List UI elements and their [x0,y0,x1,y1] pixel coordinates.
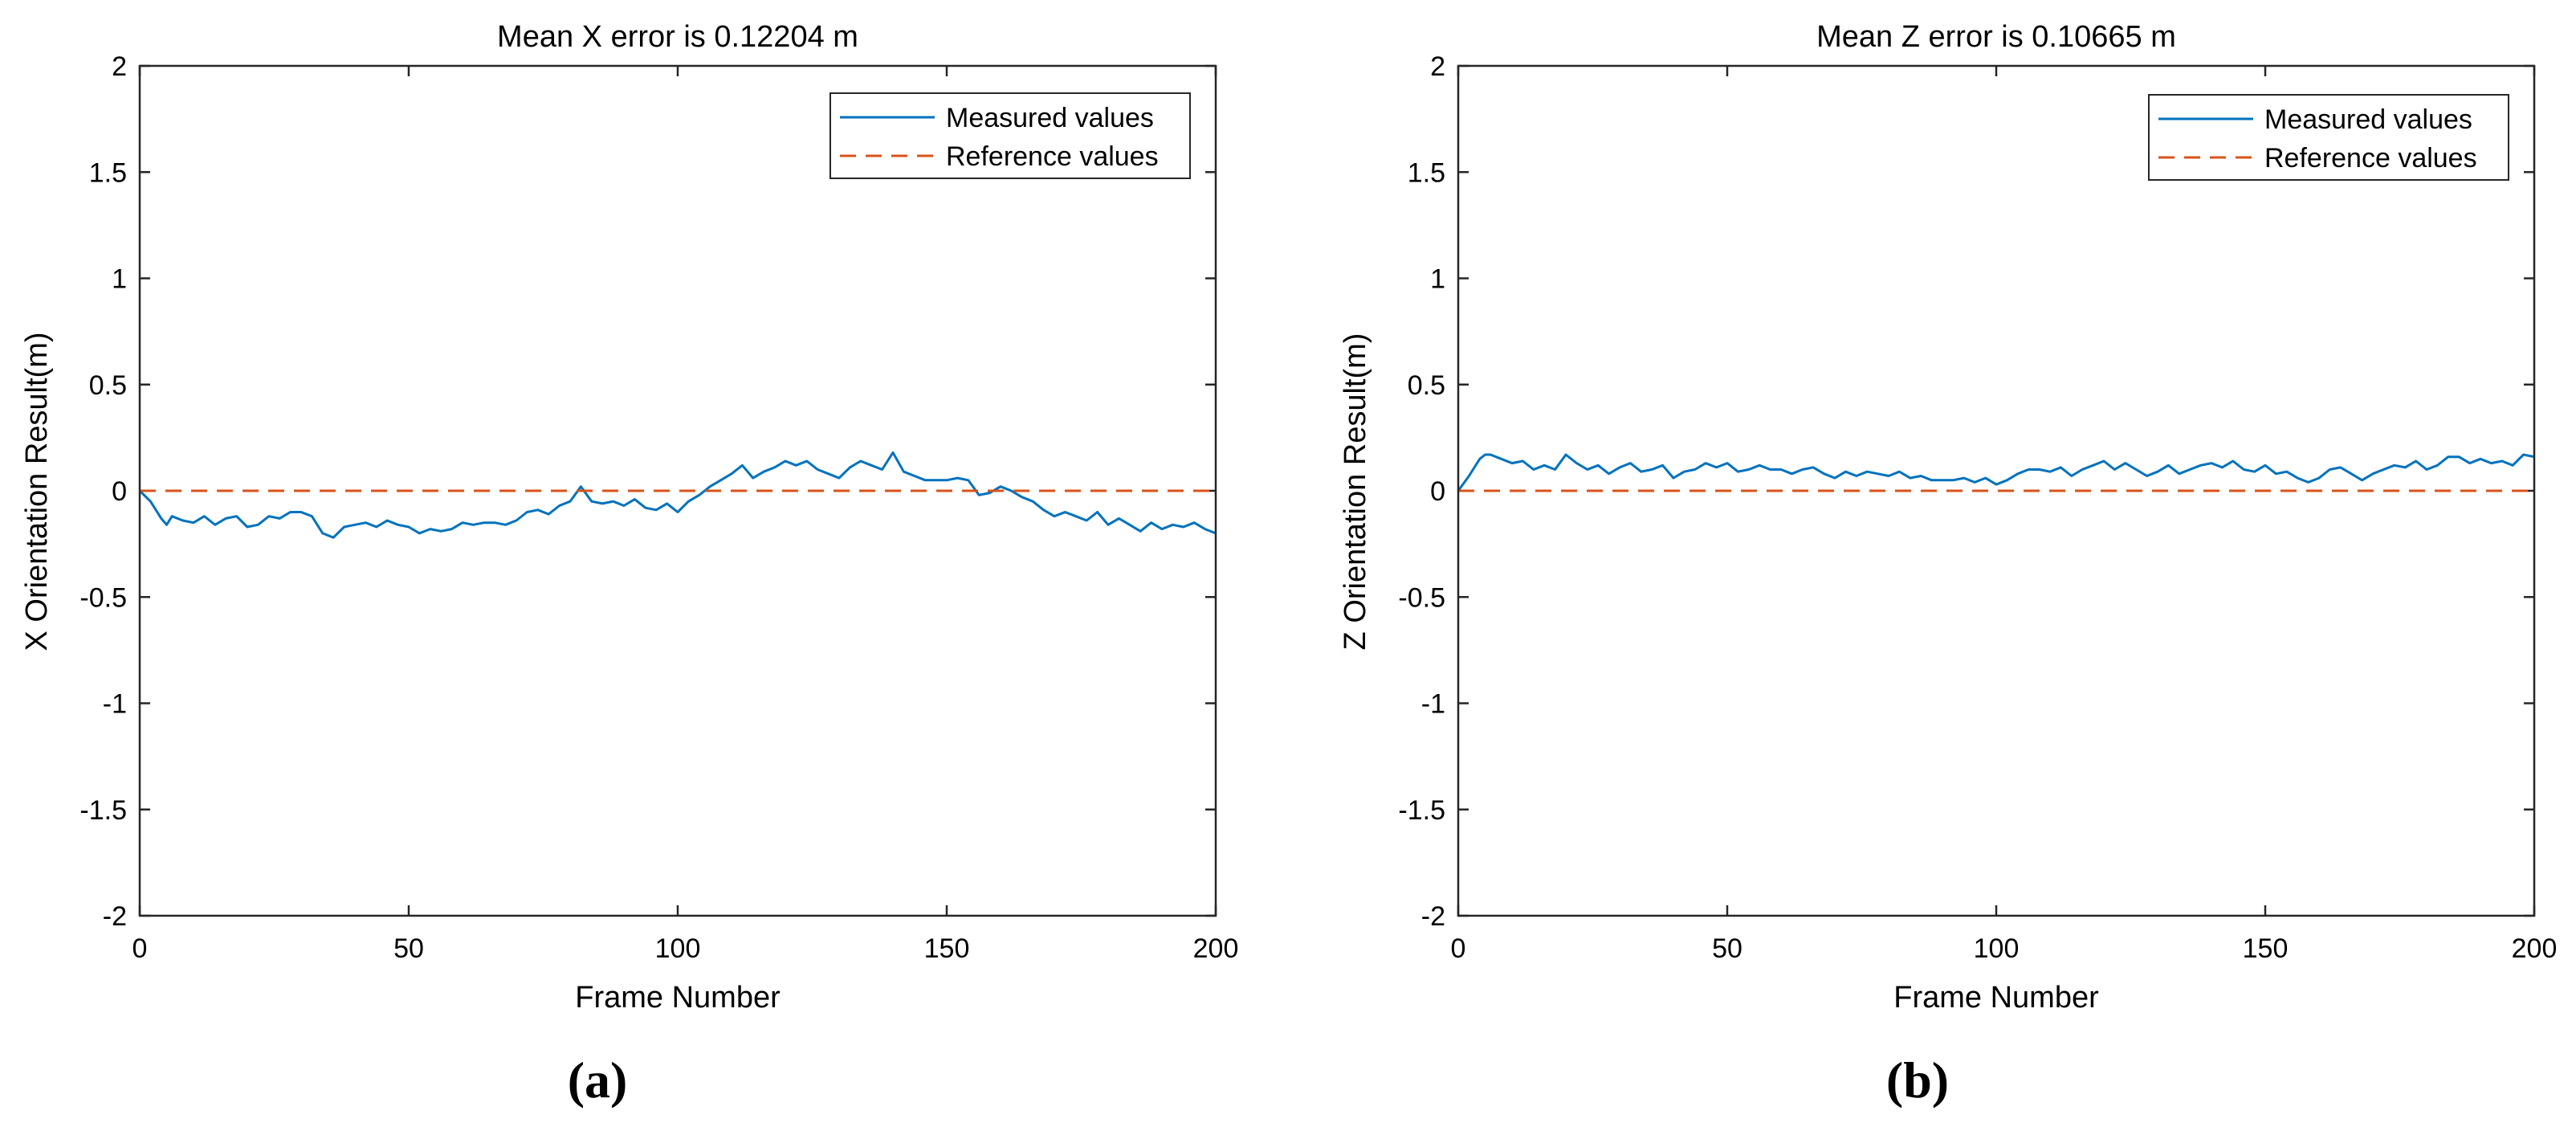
y-tick-label: 0.5 [1408,370,1445,401]
y-tick-label: 2 [112,51,127,82]
panel-label: (a) [568,1051,628,1109]
legend-label-measured: Measured values [946,103,1154,133]
x-tick-label: 200 [2512,933,2558,964]
y-tick-label: 1 [112,264,127,295]
y-axis-label: Z Orientation Result(m) [1339,333,1372,651]
y-tick-label: 1.5 [89,157,127,188]
legend-box [829,92,1191,179]
plot-area-border [1457,64,2536,917]
y-tick-label: 0 [1430,476,1445,507]
legend: Measured values Reference values [2148,94,2509,181]
y-tick-label: 0 [112,476,127,507]
panel-label: (b) [1886,1051,1949,1109]
x-tick-label: 100 [1974,933,2020,964]
x-tick-label: 50 [1712,933,1742,964]
x-tick-label: 0 [1451,933,1466,964]
legend-label-reference: Reference values [946,141,1159,172]
y-tick-label: 0.5 [89,370,127,401]
legend-box [2148,94,2509,181]
y-tick-label: 2 [1430,51,1445,82]
y-axis-label: X Orientation Result(m) [20,332,54,651]
y-tick-label: -0.5 [1398,582,1445,613]
panel-a: Mean X error is 0.12204 m X Orientation … [20,20,1238,1109]
legend: Measured values Reference values [829,92,1191,179]
y-tick-label: -0.5 [79,582,127,613]
y-tick-label: -1 [103,689,127,720]
x-tick-label: 100 [655,933,701,964]
x-axis-label: Frame Number [575,981,781,1015]
y-tick-label: 1 [1430,264,1445,295]
x-tick-label: 150 [2243,933,2289,964]
x-tick-label: 150 [924,933,970,964]
y-tick-label: -1.5 [1398,795,1445,826]
plot-area-border [138,64,1217,917]
series-layer [138,451,1217,539]
y-tick-label: -2 [103,901,127,932]
chart-title: Mean X error is 0.12204 m [497,20,858,54]
y-tick-label: -1.5 [79,795,127,826]
tick-layer: -2 -1.5 -1 -0.5 0 0.5 1 1.5 2 0 50 100 150 200 [1398,51,2557,964]
y-tick-label: 1.5 [1408,157,1445,188]
legend-label-measured: Measured values [2264,104,2472,135]
x-axis-label: Frame Number [1893,981,2099,1015]
chart-title: Mean Z error is 0.10665 m [1816,20,2176,54]
panel-b: Mean Z error is 0.10665 m Z Orientation … [1339,20,2557,1109]
y-tick-label: -1 [1421,689,1445,720]
x-tick-label: 200 [1193,933,1239,964]
x-tick-label: 50 [393,933,424,964]
tick-layer: -2 -1.5 -1 -0.5 0 0.5 1 1.5 2 0 50 100 150 200 [79,51,1238,964]
y-tick-label: -2 [1421,901,1445,932]
legend-label-reference: Reference values [2264,143,2477,174]
x-tick-label: 0 [132,933,148,964]
series-line-measured [138,451,1217,539]
series-line-measured [1457,453,2535,492]
series-layer [1457,453,2535,492]
